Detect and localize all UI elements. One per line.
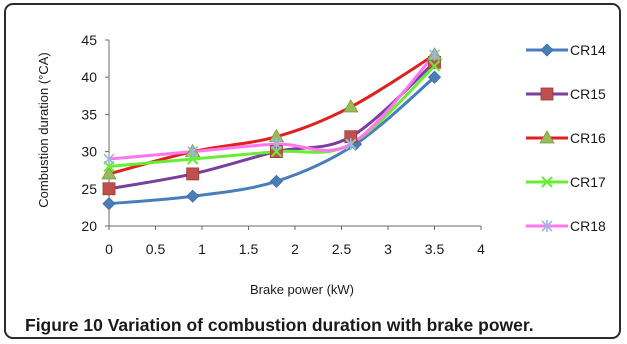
x-tick-label: 4 <box>477 241 485 257</box>
y-tick-label: 25 <box>81 181 97 197</box>
legend-marker-cr17 <box>541 176 553 188</box>
data-point-cr15 <box>186 167 200 181</box>
data-point-cr14 <box>102 197 116 211</box>
y-axis-title: Combustion duration (°CA) <box>36 52 51 208</box>
series-line-cr15 <box>108 61 436 191</box>
legend-marker-cr16 <box>539 130 555 144</box>
x-tick-label: 3.5 <box>425 241 445 257</box>
y-tick-label: 20 <box>81 218 97 234</box>
data-point-cr15 <box>102 182 116 196</box>
x-tick-label: 0.5 <box>146 241 166 257</box>
legend-label-cr14: CR14 <box>570 42 606 58</box>
data-point-cr17 <box>428 60 441 72</box>
data-point-cr18 <box>103 153 115 166</box>
data-point-cr18 <box>345 138 357 151</box>
series-line-cr18 <box>108 53 436 161</box>
caption-text: Variation of combustion duration with br… <box>107 315 534 335</box>
x-tick-label: 2.5 <box>332 241 352 257</box>
legend-label-cr15: CR15 <box>570 86 606 102</box>
line-chart: 20 25 30 35 40 45 0 0.5 1 1.5 2 2.5 3 3.5 4 Brake power… <box>36 32 606 297</box>
legend-label-cr17: CR17 <box>570 174 606 190</box>
legend-label-cr16: CR16 <box>570 130 606 146</box>
x-tick-label: 1.5 <box>239 241 259 257</box>
legend-marker-cr18 <box>541 220 553 232</box>
y-tick-label: 40 <box>81 69 97 85</box>
legend-marker-cr14 <box>540 43 554 57</box>
legend-label-cr18: CR18 <box>570 218 606 234</box>
figure-frame: 20 25 30 35 40 45 0 0.5 1 1.5 2 2.5 3 3.5 4 Brake power… <box>4 3 621 339</box>
data-point-cr18 <box>270 138 282 151</box>
data-point-cr18 <box>428 48 441 61</box>
data-point-cr18 <box>187 145 199 158</box>
data-point-cr14 <box>427 70 442 84</box>
x-tick-label: 1 <box>198 241 206 257</box>
data-point-cr14 <box>186 189 200 203</box>
y-tick-label: 45 <box>81 32 97 48</box>
data-point-cr16 <box>343 99 359 113</box>
y-tick-label: 35 <box>81 106 97 122</box>
legend-marker-cr15 <box>540 87 554 101</box>
x-tick-label: 3 <box>384 241 392 257</box>
x-tick-label: 0 <box>105 241 113 257</box>
caption-label: Figure 10 <box>25 315 103 335</box>
y-tick-label: 30 <box>81 144 97 160</box>
data-point-cr14 <box>269 174 283 188</box>
data-point-cr16 <box>101 166 117 180</box>
x-tick-label: 2 <box>291 241 299 257</box>
x-axis-title: Brake power (kW) <box>250 282 354 297</box>
figure-caption: Figure 10 Variation of combustion durati… <box>25 315 534 336</box>
